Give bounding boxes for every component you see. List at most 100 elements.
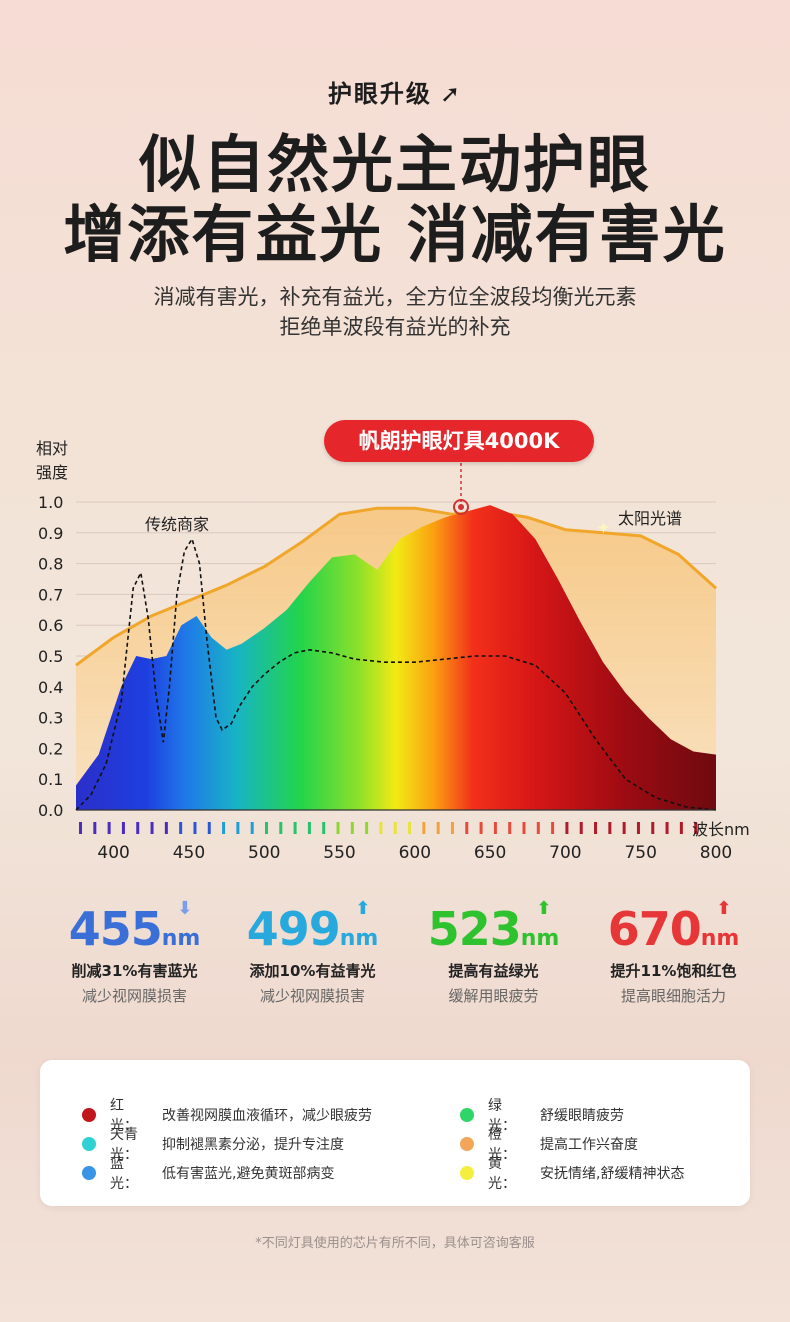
wave-tick bbox=[536, 822, 540, 834]
wave-tick bbox=[565, 822, 569, 834]
legend-desc: 低有害蓝光,避免黄斑部病变 bbox=[162, 1166, 335, 1182]
annotation-traditional: 传统商家 bbox=[145, 515, 209, 534]
color-dot-icon bbox=[460, 1108, 474, 1122]
wave-tick bbox=[393, 822, 397, 834]
stat-unit: nm bbox=[700, 926, 740, 951]
wave-tick bbox=[694, 822, 698, 834]
stat-value: 455 bbox=[68, 902, 163, 956]
x-axis-label: 波长nm bbox=[692, 820, 750, 839]
lamp-spectrum-area bbox=[76, 505, 716, 810]
wave-tick bbox=[579, 822, 583, 834]
wave-tick bbox=[679, 822, 683, 834]
y-tick-label: 0.1 bbox=[38, 770, 63, 789]
legend-item: 天青光： 抑制褪黑素分泌，提升专注度 bbox=[82, 1124, 344, 1164]
peak-marker-ring bbox=[453, 499, 469, 515]
color-dot-icon bbox=[460, 1137, 474, 1151]
wave-tick bbox=[636, 822, 640, 834]
wave-tick bbox=[121, 822, 125, 834]
wave-tick bbox=[479, 822, 483, 834]
stat-desc: 减少视网膜损害 bbox=[81, 987, 187, 1005]
x-tick-label: 550 bbox=[323, 843, 355, 863]
stat-item: 670nm ⬆ 提升11%饱和红色 提高眼细胞活力 bbox=[575, 898, 772, 1006]
x-tick-label: 500 bbox=[248, 843, 280, 863]
wave-tick bbox=[207, 822, 211, 834]
y-tick-label: 0.4 bbox=[38, 678, 63, 697]
legend-name: 黄 光： bbox=[488, 1156, 516, 1192]
y-tick-label: 1.0 bbox=[38, 493, 63, 512]
wave-tick bbox=[665, 822, 669, 834]
stat-value: 499 bbox=[246, 902, 341, 956]
spectrum-chart: 0.0 0.1 0.2 0.3 0.4 0.5 0.6 0.7 0.8 0.9 1.0 400 450… bbox=[36, 439, 750, 863]
wave-tick bbox=[465, 822, 469, 834]
headline-line-1: 似自然光主动护眼 bbox=[138, 128, 651, 201]
sparkle-icon: ✦ bbox=[596, 518, 611, 539]
wave-tick bbox=[651, 822, 655, 834]
annotation-sunlight: 太阳光谱 bbox=[618, 509, 682, 528]
legend-item: 黄 光： 安抚情绪,舒缓精神状态 bbox=[460, 1153, 684, 1193]
stat-value: 523 bbox=[427, 902, 522, 956]
legend-item: 蓝 光： 低有害蓝光,避免黄斑部病变 bbox=[82, 1153, 334, 1193]
y-tick-label: 0.0 bbox=[38, 801, 63, 820]
wave-tick bbox=[150, 822, 154, 834]
x-tick-label: 650 bbox=[474, 843, 506, 863]
wave-tick bbox=[279, 822, 283, 834]
sunlight-line bbox=[75, 506, 718, 667]
series-layer bbox=[75, 505, 718, 811]
stat-item: 499nm ⬆ 添加10%有益青光 减少视网膜损害 bbox=[214, 898, 411, 1006]
color-dot-icon bbox=[82, 1137, 96, 1151]
y-axis-label-2: 强度 bbox=[36, 463, 68, 482]
x-tick-label: 400 bbox=[97, 843, 129, 863]
wave-tick bbox=[336, 822, 340, 834]
wave-tick bbox=[594, 822, 598, 834]
wave-tick bbox=[264, 822, 268, 834]
y-axis-ticks: 0.0 0.1 0.2 0.3 0.4 0.5 0.6 0.7 0.8 0.9 1.0 bbox=[38, 493, 63, 820]
x-tick-label: 600 bbox=[399, 843, 431, 863]
y-tick-label: 0.3 bbox=[38, 709, 63, 728]
wave-tick bbox=[522, 822, 526, 834]
arrow-up-icon: ⬆ bbox=[716, 898, 732, 919]
legend-item: 绿 光： 舒缓眼睛疲劳 bbox=[460, 1095, 624, 1135]
arrow-down-icon: ⬇ bbox=[177, 898, 193, 919]
wave-tick bbox=[236, 822, 240, 834]
x-tick-label: 700 bbox=[549, 843, 581, 863]
y-tick-label: 0.8 bbox=[38, 555, 63, 574]
wave-tick bbox=[493, 822, 497, 834]
y-axis-label-1: 相对 bbox=[36, 439, 68, 458]
stat-item: 523nm ⬆ 提高有益绿光 缓解用眼疲劳 bbox=[395, 898, 592, 1006]
y-tick-label: 0.9 bbox=[38, 524, 63, 543]
stat-title: 添加10%有益青光 bbox=[249, 962, 376, 980]
wave-tick bbox=[436, 822, 440, 834]
wave-tick bbox=[93, 822, 97, 834]
legend-desc: 改善视网膜血液循环，减少眼疲劳 bbox=[162, 1108, 372, 1124]
wave-tick bbox=[164, 822, 168, 834]
stat-item: 455nm ⬇ 削减31%有害蓝光 减少视网膜损害 bbox=[36, 898, 233, 1006]
traditional-dashed-line bbox=[75, 537, 717, 811]
legend-name: 蓝 光： bbox=[110, 1156, 138, 1192]
stat-title: 提升11%饱和红色 bbox=[610, 962, 737, 980]
legend-desc: 抑制褪黑素分泌，提升专注度 bbox=[162, 1137, 344, 1153]
color-dot-icon bbox=[82, 1108, 96, 1122]
wave-tick bbox=[508, 822, 512, 834]
y-tick-label: 0.2 bbox=[38, 739, 63, 758]
x-tick-label: 750 bbox=[624, 843, 656, 863]
wave-tick bbox=[322, 822, 326, 834]
subtitle-line-1: 消减有害光，补充有益光，全方位全波段均衡光元素 bbox=[153, 285, 637, 309]
legend-name: 绿 光： bbox=[488, 1098, 516, 1134]
wave-tick bbox=[422, 822, 426, 834]
wave-tick bbox=[408, 822, 412, 834]
legend-desc: 舒缓眼睛疲劳 bbox=[540, 1108, 624, 1124]
stat-unit: nm bbox=[161, 926, 201, 951]
stat-desc: 缓解用眼疲劳 bbox=[448, 987, 539, 1005]
wave-tick bbox=[293, 822, 297, 834]
wave-tick bbox=[622, 822, 626, 834]
x-axis-ticks: 400 450 500 550 600 650 700 750 800 bbox=[97, 843, 732, 863]
wave-tick bbox=[450, 822, 454, 834]
subtitle-line-2: 拒绝单波段有益光的补充 bbox=[279, 315, 511, 339]
y-tick-label: 0.6 bbox=[38, 616, 63, 635]
wave-tick bbox=[136, 822, 140, 834]
stat-value: 670 bbox=[607, 902, 702, 956]
wave-tick bbox=[193, 822, 197, 834]
trend-up-arrow-icon: ➚ bbox=[439, 80, 463, 108]
legend-name: 红 光： bbox=[110, 1098, 138, 1134]
wavelength-color-strip bbox=[79, 822, 698, 834]
